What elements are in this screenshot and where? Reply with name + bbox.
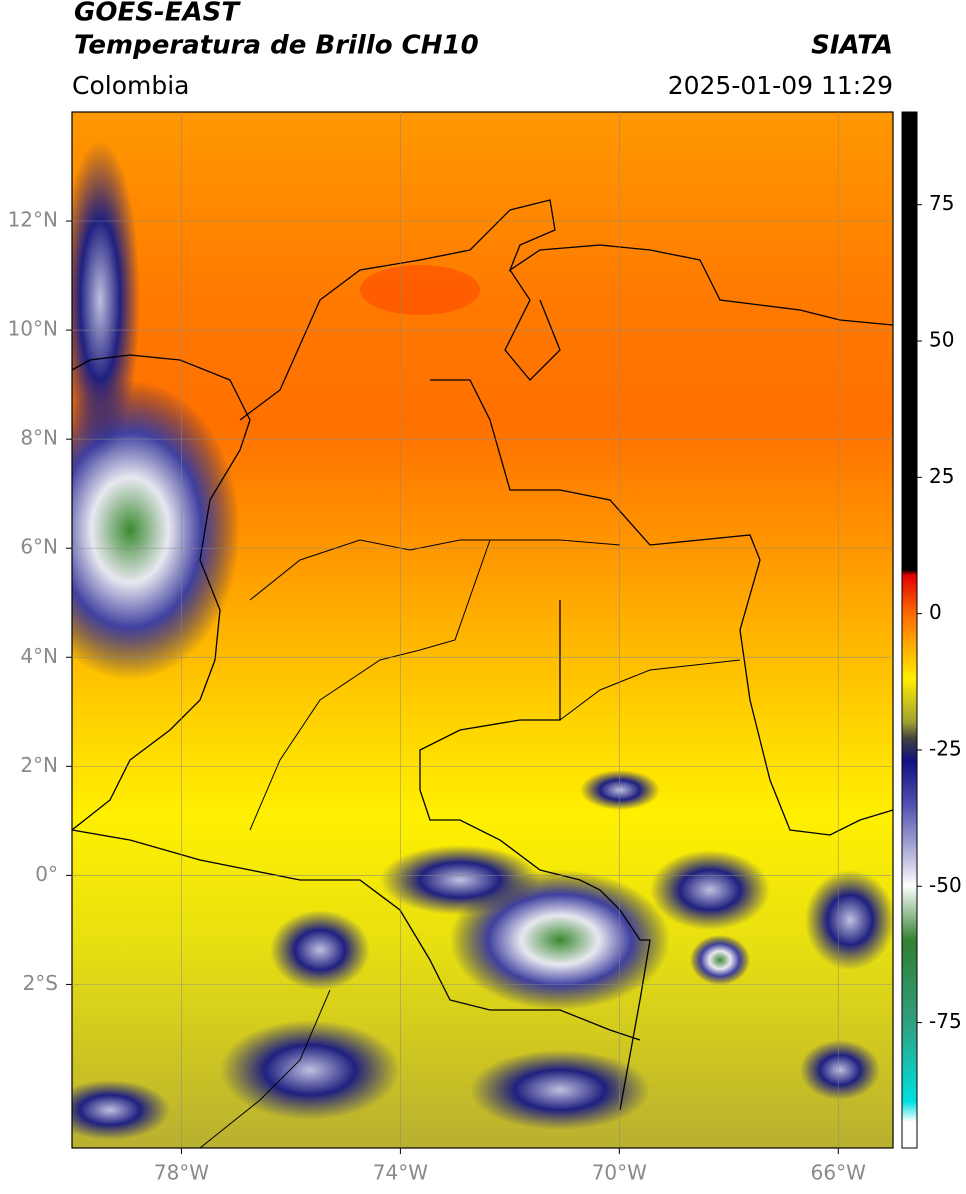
x-tick-label: 74°W — [373, 1161, 428, 1185]
source: SIATA — [811, 31, 893, 61]
colorbar-tick-label: -75 — [929, 1009, 962, 1033]
subtitle: Temperatura de Brillo CH10 — [74, 31, 479, 61]
y-tick-label: 8°N — [20, 426, 58, 450]
colorbar-tick-label: -25 — [929, 736, 962, 760]
title: GOES-EAST — [74, 0, 241, 28]
colorbar-tick-label: 0 — [929, 600, 942, 624]
colorbar-tick-label: 25 — [929, 464, 954, 488]
y-tick-label: 0° — [35, 862, 58, 886]
y-tick-label: 6°N — [20, 535, 58, 559]
colorbar — [901, 111, 918, 1149]
y-tick-label: 4°N — [20, 644, 58, 668]
map-frame — [71, 111, 894, 1149]
satellite-image — [72, 112, 893, 1148]
x-tick-label: 78°W — [154, 1161, 209, 1185]
colorbar-tick-label: 75 — [929, 191, 954, 215]
y-tick-label: 12°N — [8, 208, 58, 232]
datetime: 2025-01-09 11:29 — [668, 71, 893, 100]
y-tick-label: 2°N — [20, 753, 58, 777]
x-tick-label: 66°W — [811, 1161, 866, 1185]
region: Colombia — [72, 71, 189, 100]
colorbar-tick-label: 50 — [929, 328, 954, 352]
colorbar-tick-label: -50 — [929, 873, 962, 897]
x-tick-label: 70°W — [592, 1161, 647, 1185]
y-tick-label: 2°S — [23, 971, 58, 995]
y-tick-label: 10°N — [8, 317, 58, 341]
